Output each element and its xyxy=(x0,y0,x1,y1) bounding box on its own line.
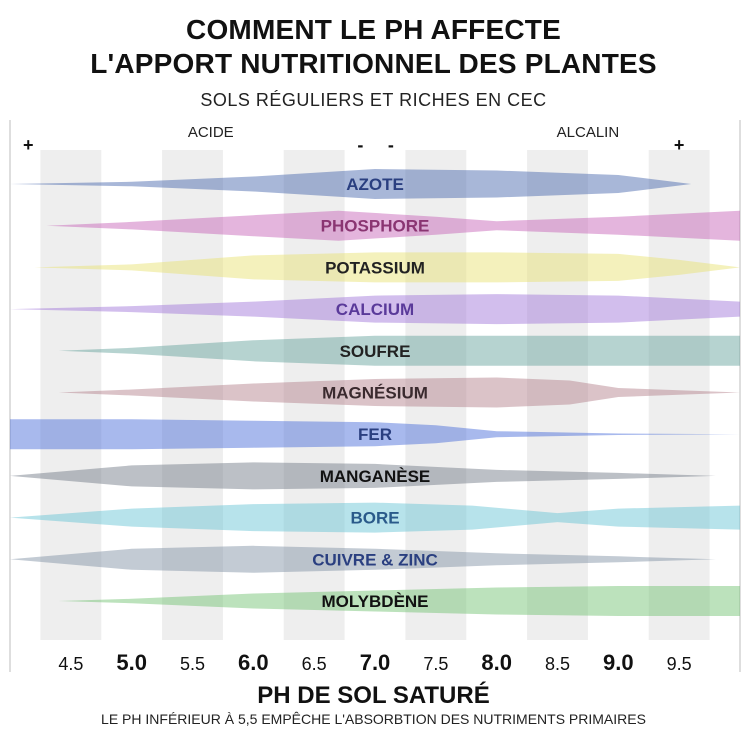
nutrient-label: POTASSIUM xyxy=(325,258,425,277)
x-tick-label: 5.5 xyxy=(180,654,205,674)
x-tick-label: 8.5 xyxy=(545,654,570,674)
nutrient-band xyxy=(10,462,716,490)
nutrient-band xyxy=(10,169,692,199)
x-tick-label: 8.0 xyxy=(481,650,512,675)
nutrient-band xyxy=(58,377,740,408)
background-band xyxy=(162,150,223,640)
background-band xyxy=(283,150,345,640)
nutrient-label: SOUFRE xyxy=(340,342,411,361)
background-band xyxy=(40,150,102,640)
nutrient-label: CALCIUM xyxy=(336,300,414,319)
x-tick-label: 9.0 xyxy=(603,650,634,675)
nutrient-band xyxy=(46,210,740,241)
nutrient-band xyxy=(58,586,740,616)
nutrient-label: PHOSPHORE xyxy=(321,217,430,236)
nutrient-label: CUIVRE & ZINC xyxy=(312,550,438,569)
ph-direction-marker: + xyxy=(674,135,685,155)
chart-note: LE PH INFÉRIEUR À 5,5 EMPÊCHE L'ABSORBTI… xyxy=(101,711,646,727)
nutrient-label: MAGNÉSIUM xyxy=(322,384,428,403)
x-axis-title: PH DE SOL SATURÉ xyxy=(257,682,490,709)
nutrient-band xyxy=(58,335,740,366)
chart-title-line-1: COMMENT LE PH AFFECTE xyxy=(186,14,561,45)
x-tick-label: 4.5 xyxy=(58,654,83,674)
nutrient-band xyxy=(10,419,740,450)
background-band xyxy=(648,150,710,640)
x-tick-label: 6.5 xyxy=(302,654,327,674)
x-tick-label: 9.5 xyxy=(667,654,692,674)
nutrient-band xyxy=(10,294,740,325)
background-band xyxy=(405,150,467,640)
ph-direction-marker: - xyxy=(357,135,363,155)
nutrient-label: BORE xyxy=(350,509,399,528)
x-tick-label: 7.5 xyxy=(423,654,448,674)
x-tick-label: 5.0 xyxy=(116,650,147,675)
nutrient-band xyxy=(10,545,716,573)
nutrient-label: AZOTE xyxy=(346,175,404,194)
x-tick-label: 6.0 xyxy=(238,650,269,675)
chart-title-line-2: L'APPORT NUTRITIONNEL DES PLANTES xyxy=(90,48,657,79)
nutrient-label: FER xyxy=(358,425,392,444)
background-band xyxy=(527,150,588,640)
chart-subtitle: SOLS RÉGULIERS ET RICHES EN CEC xyxy=(200,90,547,110)
x-tick-label: 7.0 xyxy=(360,650,391,675)
nutrient-band xyxy=(34,252,741,283)
ph-direction-marker: + xyxy=(23,135,34,155)
nutrient-band xyxy=(10,502,740,533)
ph-direction-marker: - xyxy=(388,135,394,155)
alkaline-label: ALCALIN xyxy=(557,124,620,141)
nutrient-label: MOLYBDÈNE xyxy=(321,592,428,611)
nutrient-label: MANGANÈSE xyxy=(320,467,431,486)
acid-label: ACIDE xyxy=(188,124,234,141)
